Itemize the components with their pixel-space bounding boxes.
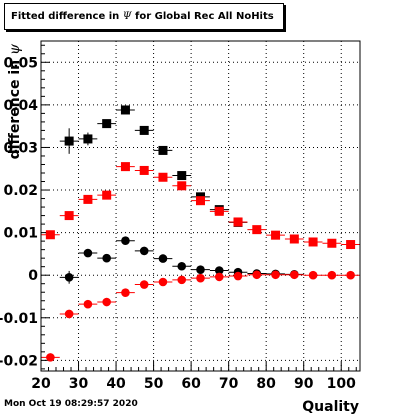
data-point-circle — [158, 277, 168, 287]
data-point-circle — [158, 254, 168, 263]
y-tick-label: -0.02 — [0, 353, 38, 369]
data-point-square — [64, 136, 74, 146]
data-point-circle — [214, 266, 224, 275]
data-point-square — [120, 105, 130, 115]
data-point-square — [214, 206, 224, 216]
data-point-circle — [346, 270, 355, 280]
y-tick-label: 0.05 — [3, 55, 38, 71]
plot-frame — [40, 40, 361, 372]
data-point-circle — [121, 288, 130, 297]
x-tick-label: 100 — [327, 376, 356, 392]
data-point-circle — [83, 248, 93, 258]
y-tick-label: 0.03 — [3, 140, 38, 156]
tick-labels: 20 30 40 50 60 70 80 90 100 -0.02 -0.01 0 0.01 0.02 0.… — [0, 55, 356, 392]
data-point-square — [83, 134, 93, 144]
data-point-circle — [64, 309, 74, 319]
x-tick-label: 70 — [219, 376, 239, 392]
data-point-square — [139, 165, 149, 175]
x-axis-label: Quality — [302, 399, 359, 414]
data-point-square — [64, 211, 74, 221]
data-point-square — [139, 125, 149, 135]
timestamp: Mon Oct 19 08:29:57 2020 — [4, 399, 138, 409]
data-point-circle — [64, 273, 74, 282]
data-point-circle — [139, 280, 149, 289]
data-point-circle — [233, 271, 243, 281]
y-axis-label: difference in ψ — [7, 43, 23, 159]
y-tick-label: 0.02 — [3, 183, 38, 199]
data-point-square — [158, 145, 168, 155]
chart-title-suffix: for Global Rec All NoHits — [131, 11, 274, 22]
data-point-circle — [177, 261, 187, 271]
data-point-square — [233, 217, 243, 227]
x-tick-label: 90 — [294, 376, 314, 392]
x-tick-label: 30 — [69, 376, 89, 392]
data-point-square — [45, 230, 55, 240]
data-point-circle — [290, 270, 299, 280]
data-point-circle — [46, 353, 55, 362]
x-tick-label: 60 — [181, 376, 201, 392]
data-markers — [41, 105, 360, 362]
x-tick-label: 40 — [106, 376, 126, 392]
y-tick-label: -0.01 — [0, 311, 38, 327]
axis-ticks — [40, 44, 357, 371]
data-point-circle — [308, 270, 318, 280]
data-point-square — [158, 172, 168, 182]
data-point-square — [252, 225, 262, 235]
y-axis-label-symbol: ψ — [7, 43, 23, 55]
data-point-square — [120, 162, 130, 172]
data-point-circle — [252, 270, 262, 280]
data-point-square — [346, 240, 356, 250]
data-point-circle — [83, 299, 93, 309]
data-point-circle — [139, 246, 149, 256]
data-point-circle — [102, 297, 111, 307]
x-tick-label: 80 — [256, 376, 276, 392]
x-tick-label: 20 — [31, 376, 51, 392]
data-point-circle — [271, 270, 280, 280]
data-point-circle — [196, 273, 205, 283]
data-point-circle — [327, 270, 337, 280]
y-tick-label: 0.04 — [3, 98, 38, 114]
chart-title: Fitted difference in Ψ for Global Rec Al… — [4, 3, 284, 30]
x-tick-label: 50 — [144, 376, 164, 392]
data-point-square — [177, 181, 187, 191]
data-point-circle — [121, 236, 130, 246]
chart-title-prefix: Fitted difference in — [11, 11, 123, 22]
y-axis-label-prefix: difference in — [7, 55, 23, 159]
data-point-circle — [102, 253, 111, 263]
data-point-square — [102, 119, 112, 129]
data-point-square — [289, 234, 299, 244]
data-point-circle — [214, 272, 224, 282]
y-tick-label: 0.01 — [3, 226, 38, 242]
y-tick-label: 0 — [28, 268, 38, 284]
data-point-square — [308, 237, 318, 247]
grid — [41, 41, 360, 371]
data-point-square — [177, 171, 187, 181]
data-point-square — [327, 238, 337, 248]
data-point-square — [102, 190, 112, 200]
data-point-circle — [177, 275, 187, 285]
chart-title-symbol: Ψ — [122, 11, 132, 22]
data-point-square — [196, 196, 205, 206]
data-point-square — [271, 230, 281, 240]
data-point-circle — [196, 265, 205, 274]
data-point-square — [83, 194, 93, 204]
